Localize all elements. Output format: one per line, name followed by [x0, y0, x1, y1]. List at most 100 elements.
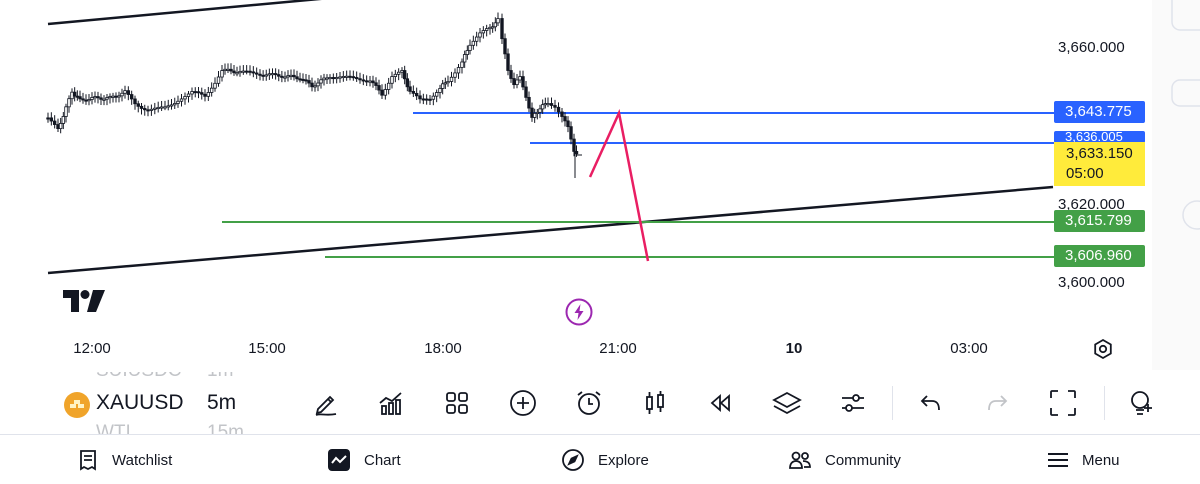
- ghost-interval-below: 15m: [207, 422, 244, 434]
- candle-body: [527, 96, 531, 109]
- replay-icon[interactable]: [703, 386, 737, 420]
- candle-body: [316, 82, 320, 87]
- interval-selector[interactable]: 5m: [207, 391, 237, 414]
- pencil-icon[interactable]: [309, 386, 343, 420]
- badge-3636[interactable]: 3,636.005: [1054, 131, 1145, 143]
- undo-icon[interactable]: [914, 386, 948, 420]
- nav-watchlist[interactable]: Watchlist: [78, 436, 172, 484]
- trend-line-upper[interactable]: [47, 0, 330, 26]
- candle-body: [292, 74, 296, 78]
- badge-3606[interactable]: 3,606.960: [1054, 245, 1145, 267]
- candle-body: [465, 50, 470, 55]
- candle-body: [368, 80, 372, 83]
- candle-body: [344, 75, 349, 78]
- candle-body: [462, 54, 467, 63]
- candle-body: [453, 72, 457, 78]
- trend-line-lower[interactable]: [47, 185, 1054, 275]
- candle-body: [512, 78, 516, 86]
- nav-community-label: Community: [825, 451, 901, 469]
- chart-settings-icon[interactable]: [1092, 338, 1114, 365]
- candle-body: [503, 38, 507, 55]
- candle-body: [117, 95, 121, 98]
- candle-body: [206, 92, 211, 97]
- candle-body: [244, 70, 249, 73]
- candle-body: [468, 44, 472, 51]
- candle-body: [390, 76, 394, 84]
- candle-body: [176, 100, 180, 104]
- candle-body: [90, 97, 94, 100]
- candle-body: [424, 98, 429, 101]
- candle-body: [72, 91, 77, 97]
- badge-3643[interactable]: 3,643.775: [1054, 101, 1145, 123]
- nav-menu[interactable]: Menu: [1048, 436, 1120, 484]
- ideas-icon[interactable]: [1124, 386, 1158, 420]
- alert-icon[interactable]: [572, 386, 606, 420]
- toolbar-separator-2: [1104, 386, 1105, 420]
- candle-body: [553, 105, 557, 108]
- candle-body: [490, 26, 495, 29]
- ghost-symbol-below: WTI: [96, 422, 131, 434]
- candle-body: [400, 70, 404, 73]
- candle-body: [474, 36, 479, 42]
- candle-body: [169, 104, 174, 107]
- candle-body: [408, 86, 412, 92]
- candle-body: [460, 61, 464, 68]
- badge-3615[interactable]: 3,615.799: [1054, 210, 1145, 232]
- layers-icon[interactable]: [770, 386, 804, 420]
- chart-area[interactable]: 3,660.000 3,620.000 3,600.000 3,636.005 …: [0, 0, 1200, 370]
- last-price-badge[interactable]: 3,633.150 05:00: [1054, 142, 1145, 186]
- candle-body: [307, 80, 311, 84]
- lightning-icon[interactable]: [565, 298, 593, 326]
- candle-body: [481, 30, 486, 34]
- candle-body: [229, 68, 233, 72]
- candle-body: [446, 81, 450, 84]
- candle-body: [220, 70, 224, 78]
- candle-body: [166, 105, 170, 108]
- nav-menu-label: Menu: [1082, 451, 1120, 469]
- candle-body: [304, 79, 308, 82]
- candle-body: [183, 96, 187, 100]
- add-icon[interactable]: [506, 386, 540, 420]
- symbol-name[interactable]: XAUUSD: [96, 391, 184, 414]
- candle-body: [532, 112, 537, 118]
- candle-body: [549, 103, 554, 106]
- templates-icon[interactable]: [440, 386, 474, 420]
- chart-type-icon[interactable]: [638, 386, 672, 420]
- candle-body: [261, 74, 265, 77]
- fullscreen-icon[interactable]: [1046, 386, 1080, 420]
- projection-path[interactable]: [588, 108, 650, 262]
- candle-body: [535, 111, 540, 114]
- indicators-icon[interactable]: [374, 386, 408, 420]
- nav-explore[interactable]: Explore: [562, 436, 649, 484]
- candle-body: [443, 82, 448, 85]
- candle-body: [70, 91, 74, 100]
- candle-body: [193, 91, 197, 94]
- candle-body: [241, 70, 246, 73]
- candle-body: [49, 117, 54, 122]
- candle-body: [286, 75, 290, 78]
- candle-body: [506, 53, 510, 71]
- toolbar-separator: [892, 386, 893, 420]
- settings-sliders-icon[interactable]: [836, 386, 870, 420]
- candle-body: [111, 95, 115, 98]
- candle-body: [380, 89, 384, 96]
- candle-body: [264, 74, 268, 77]
- nav-community[interactable]: Community: [789, 436, 901, 484]
- candle-body: [421, 98, 426, 101]
- candle-body: [64, 106, 68, 117]
- candle-body: [105, 97, 109, 100]
- candle-body: [81, 98, 85, 101]
- candle-body: [566, 120, 570, 128]
- candle-body: [163, 106, 167, 109]
- candle-body: [58, 123, 63, 129]
- candle-body: [524, 86, 528, 98]
- symbol-selector[interactable]: SUIUSDC 1m XAUUSD 5m WTI 15m: [62, 372, 312, 434]
- candle-body: [273, 73, 278, 76]
- candle-body: [488, 26, 492, 30]
- candle-body: [235, 72, 239, 75]
- bottom-navigation: Watchlist Chart Explore Community Menu: [0, 436, 1200, 484]
- chart-canvas[interactable]: [0, 0, 1200, 370]
- time-tick-1200: 12:00: [73, 340, 111, 357]
- nav-chart[interactable]: Chart: [328, 436, 401, 484]
- candle-body: [405, 78, 410, 88]
